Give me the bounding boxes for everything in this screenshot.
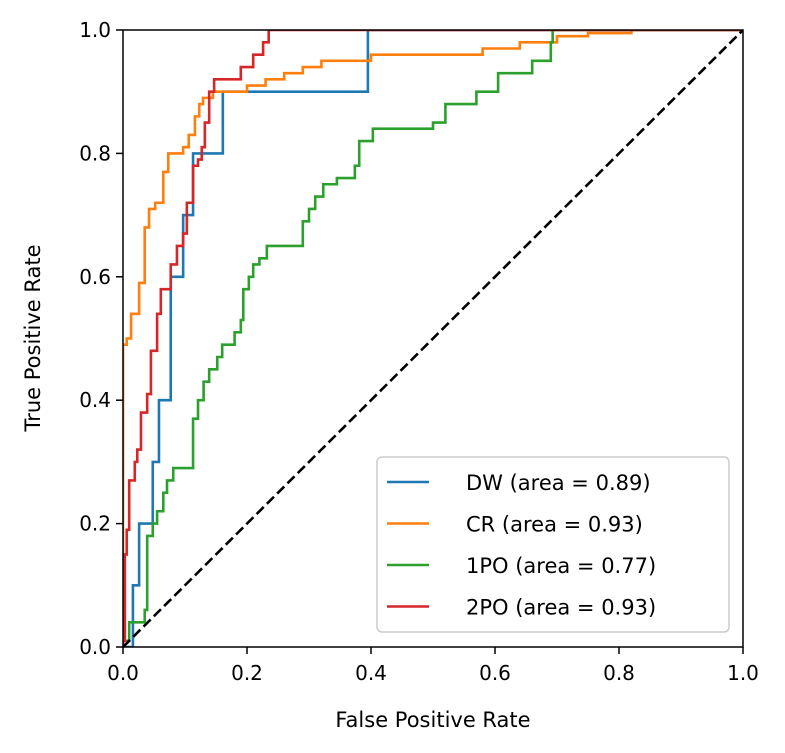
- y-tick-label: 0.6: [79, 265, 111, 289]
- y-tick-label: 1.0: [79, 18, 111, 42]
- x-axis: 0.0 0.2 0.4 0.6 0.8 1.0: [107, 647, 759, 685]
- y-tick-label: 0.2: [79, 512, 111, 536]
- plot-frame: [122, 29, 744, 648]
- x-tick-label: 0.0: [107, 661, 139, 685]
- x-tick-label: 0.2: [231, 661, 263, 685]
- plot-area: [123, 30, 743, 647]
- y-tick-label: 0.0: [79, 635, 111, 659]
- legend: DW (area = 0.89) CR (area = 0.93) 1PO (are…: [376, 456, 730, 633]
- y-tick-label: 0.4: [79, 388, 111, 412]
- legend-label: 1PO (area = 0.77): [466, 554, 656, 578]
- y-axis-label: True Positive Rate: [21, 244, 45, 432]
- legend-label: DW (area = 0.89): [466, 471, 651, 495]
- series-line-3: [123, 30, 743, 647]
- x-axis-label: False Positive Rate: [335, 708, 530, 732]
- legend-label: 2PO (area = 0.93): [466, 596, 656, 620]
- legend-box: [376, 456, 730, 633]
- chance-diagonal-line: [123, 30, 743, 647]
- x-tick-label: 0.4: [355, 661, 387, 685]
- series-line-1: [123, 30, 743, 647]
- series-line-0: [123, 30, 743, 647]
- legend-label: CR (area = 0.93): [466, 513, 643, 537]
- y-axis: 0.0 0.2 0.4 0.6 0.8 1.0: [79, 18, 123, 659]
- x-tick-label: 1.0: [727, 661, 759, 685]
- series-line-2: [123, 30, 743, 647]
- y-tick-label: 0.8: [79, 141, 111, 165]
- x-tick-label: 0.6: [479, 661, 511, 685]
- x-tick-label: 0.8: [603, 661, 635, 685]
